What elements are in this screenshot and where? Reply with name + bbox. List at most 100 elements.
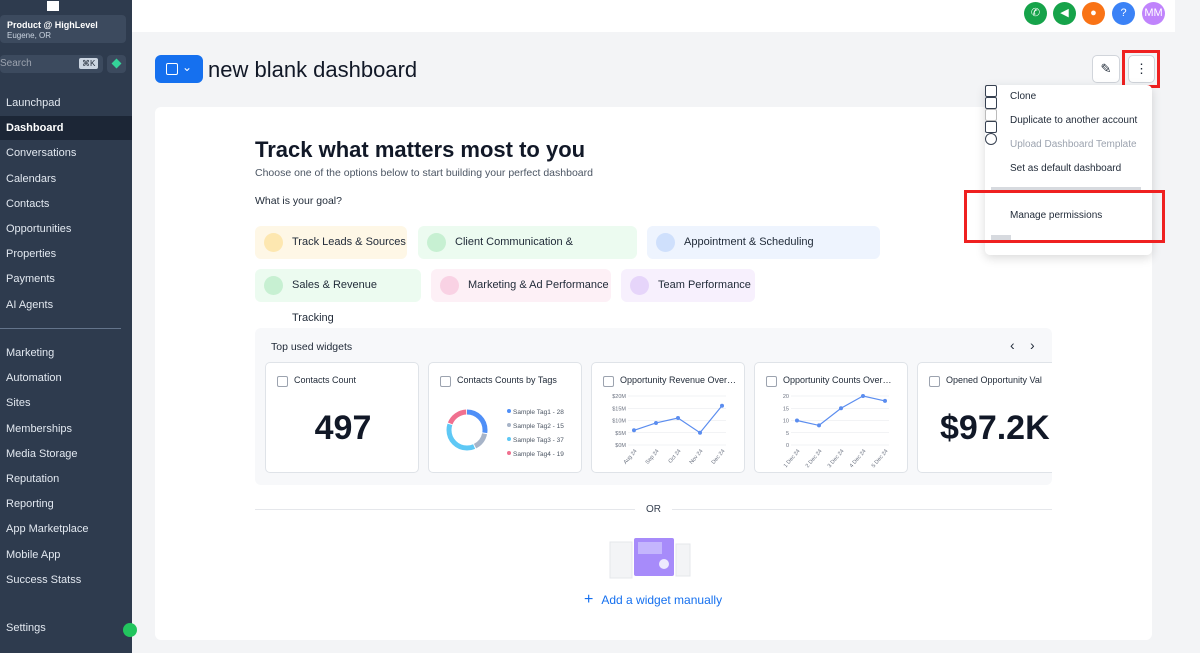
goal-label: Team Performance (658, 279, 751, 291)
widget-card[interactable]: Opportunity Counts Over… 0 5 10 15 20 1 Dec 24… (754, 362, 908, 473)
point (632, 428, 636, 433)
ai-button[interactable] (107, 55, 126, 73)
nav-item[interactable]: App Marketplace (6, 523, 89, 536)
card-title: Opportunity Revenue Over… (620, 375, 737, 385)
goal-chip[interactable]: Team Performance (621, 269, 755, 302)
menu-item-icon (985, 97, 997, 109)
highlight-box (1122, 50, 1160, 88)
notifications-button[interactable]: ● (1082, 2, 1105, 25)
y-tick-label: $5M (615, 431, 626, 437)
nav-item[interactable]: Conversations (6, 147, 77, 160)
x-tick-label: Aug 24 (623, 448, 639, 465)
nav-item[interactable]: Automation (6, 372, 62, 385)
point (795, 418, 799, 423)
nav-item[interactable]: Opportunities (6, 223, 72, 235)
x-tick-label: 2 Dec 24 (805, 448, 824, 469)
account-switcher[interactable]: Product @ HighLevel Eugene, OR (0, 15, 126, 43)
menu-separator (0, 328, 121, 329)
goal-label: Track Leads & Sources (292, 236, 406, 248)
menu-item[interactable]: Duplicate to another account (1010, 115, 1138, 126)
card-title: Opened Opportunity Val (946, 375, 1042, 385)
help-button[interactable]: ? (1112, 2, 1135, 25)
point (817, 423, 821, 428)
goal-chip[interactable]: Track Leads & Sources (255, 226, 407, 259)
point (839, 406, 843, 411)
goal-chip[interactable]: Sales & Revenue Tracking (255, 269, 421, 324)
announcements-button[interactable]: ◀ (1053, 2, 1076, 25)
menu-item-icon (985, 109, 997, 121)
goal-prompt: What is your goal? (255, 195, 342, 207)
widget-card[interactable]: Opened Opportunity Val $97.2K (917, 362, 1052, 473)
menu-item[interactable]: Clone (1010, 91, 1037, 102)
nav-item[interactable]: Success Statss (6, 573, 82, 586)
switcher-chevron: ⌄ (182, 60, 193, 74)
menu-item[interactable]: Set as default dashboard (1010, 163, 1122, 174)
next-button[interactable]: › (1030, 337, 1035, 353)
nav-item[interactable]: Payments (6, 273, 55, 286)
y-tick-label: 20 (783, 394, 789, 400)
obscured-item (991, 235, 1011, 243)
avatar[interactable]: MM (1142, 2, 1165, 25)
illustration-part (638, 542, 662, 554)
nav-item[interactable]: Reputation (6, 473, 60, 485)
legend-dot (507, 437, 511, 441)
widget-card[interactable]: Contacts Count 497 (265, 362, 419, 473)
point (720, 403, 724, 408)
nav-item[interactable]: Reporting (6, 498, 54, 511)
collapse-toggle[interactable] (123, 623, 137, 637)
point (698, 430, 702, 435)
add-widget-illustration (609, 538, 691, 579)
menu-item-icon (985, 133, 997, 145)
phone-button[interactable]: ✆ (1024, 2, 1047, 25)
card-checkbox (929, 376, 940, 387)
goal-chip[interactable]: Marketing & Ad Performance (431, 269, 611, 302)
nav-item[interactable]: Properties (6, 248, 57, 261)
add-widget-button[interactable]: + Add a widget manually (584, 591, 722, 609)
logo (47, 1, 59, 11)
nav-item[interactable]: Mobile App (6, 548, 61, 561)
plus-icon: + (584, 591, 594, 608)
x-tick-label: 4 Dec 24 (849, 448, 868, 469)
menu-item[interactable]: Manage permissions (1010, 210, 1103, 221)
nav-item[interactable]: Dashboard (0, 116, 132, 141)
x-tick-label: Nov 24 (689, 448, 705, 465)
legend-label: Sample Tag1 - 28 (513, 409, 564, 416)
nav-item[interactable]: Sites (6, 397, 31, 410)
goal-label: Marketing & Ad Performance (468, 279, 609, 291)
widget-card[interactable]: Contacts Counts by Tags Sample Tag1 - 28 S… (428, 362, 582, 473)
y-tick-label: 10 (783, 419, 789, 425)
y-tick-label: $20M (612, 394, 626, 400)
dashboard-switcher[interactable]: ⌄ (155, 55, 203, 83)
legend-dot (507, 451, 511, 455)
more-button[interactable]: ⋮ (1128, 55, 1155, 83)
y-tick-label: $0M (615, 443, 626, 449)
prev-button[interactable]: ‹ (1010, 337, 1015, 353)
nav-item[interactable]: AI Agents (6, 298, 54, 311)
search-box[interactable]: Search ⌘K (0, 55, 103, 73)
settings-link[interactable]: Settings (6, 622, 46, 634)
pie-segment (446, 409, 488, 451)
widget-cards: Contacts Count 497 Contacts Counts by Tags… (265, 362, 1052, 473)
search-shortcut: ⌘K (79, 58, 99, 69)
onboarding-title: Track what matters most to you (255, 137, 586, 162)
y-tick-label: 0 (786, 443, 789, 449)
mini-chart: 0 5 10 15 20 1 Dec 24 2 Dec 24 3 Dec 24 4 Dec 24… (783, 394, 890, 469)
edit-button[interactable]: ✎ (1092, 55, 1120, 83)
nav-item[interactable]: Calendars (6, 172, 57, 185)
nav-item[interactable]: Launchpad (6, 97, 61, 109)
illustration-part (609, 541, 633, 579)
switcher-icon (166, 63, 178, 75)
nav-item[interactable]: Marketing (6, 347, 55, 359)
widget-card[interactable]: Opportunity Revenue Over… $0M $5M $10M $15M $… (591, 362, 745, 473)
mini-chart: Sample Tag1 - 28 Sample Tag2 - 15 Sample T… (446, 409, 564, 458)
nav-item[interactable]: Memberships (6, 422, 73, 435)
illustration-part (659, 559, 669, 569)
menu-item[interactable]: Upload Dashboard Template (1010, 139, 1137, 150)
goal-icon (630, 276, 649, 295)
nav-item[interactable]: Media Storage (6, 447, 78, 460)
point (676, 416, 680, 421)
card-checkbox (277, 376, 288, 387)
divider-line (255, 509, 635, 510)
nav-item[interactable]: Contacts (6, 197, 50, 210)
goal-icon (440, 276, 459, 295)
